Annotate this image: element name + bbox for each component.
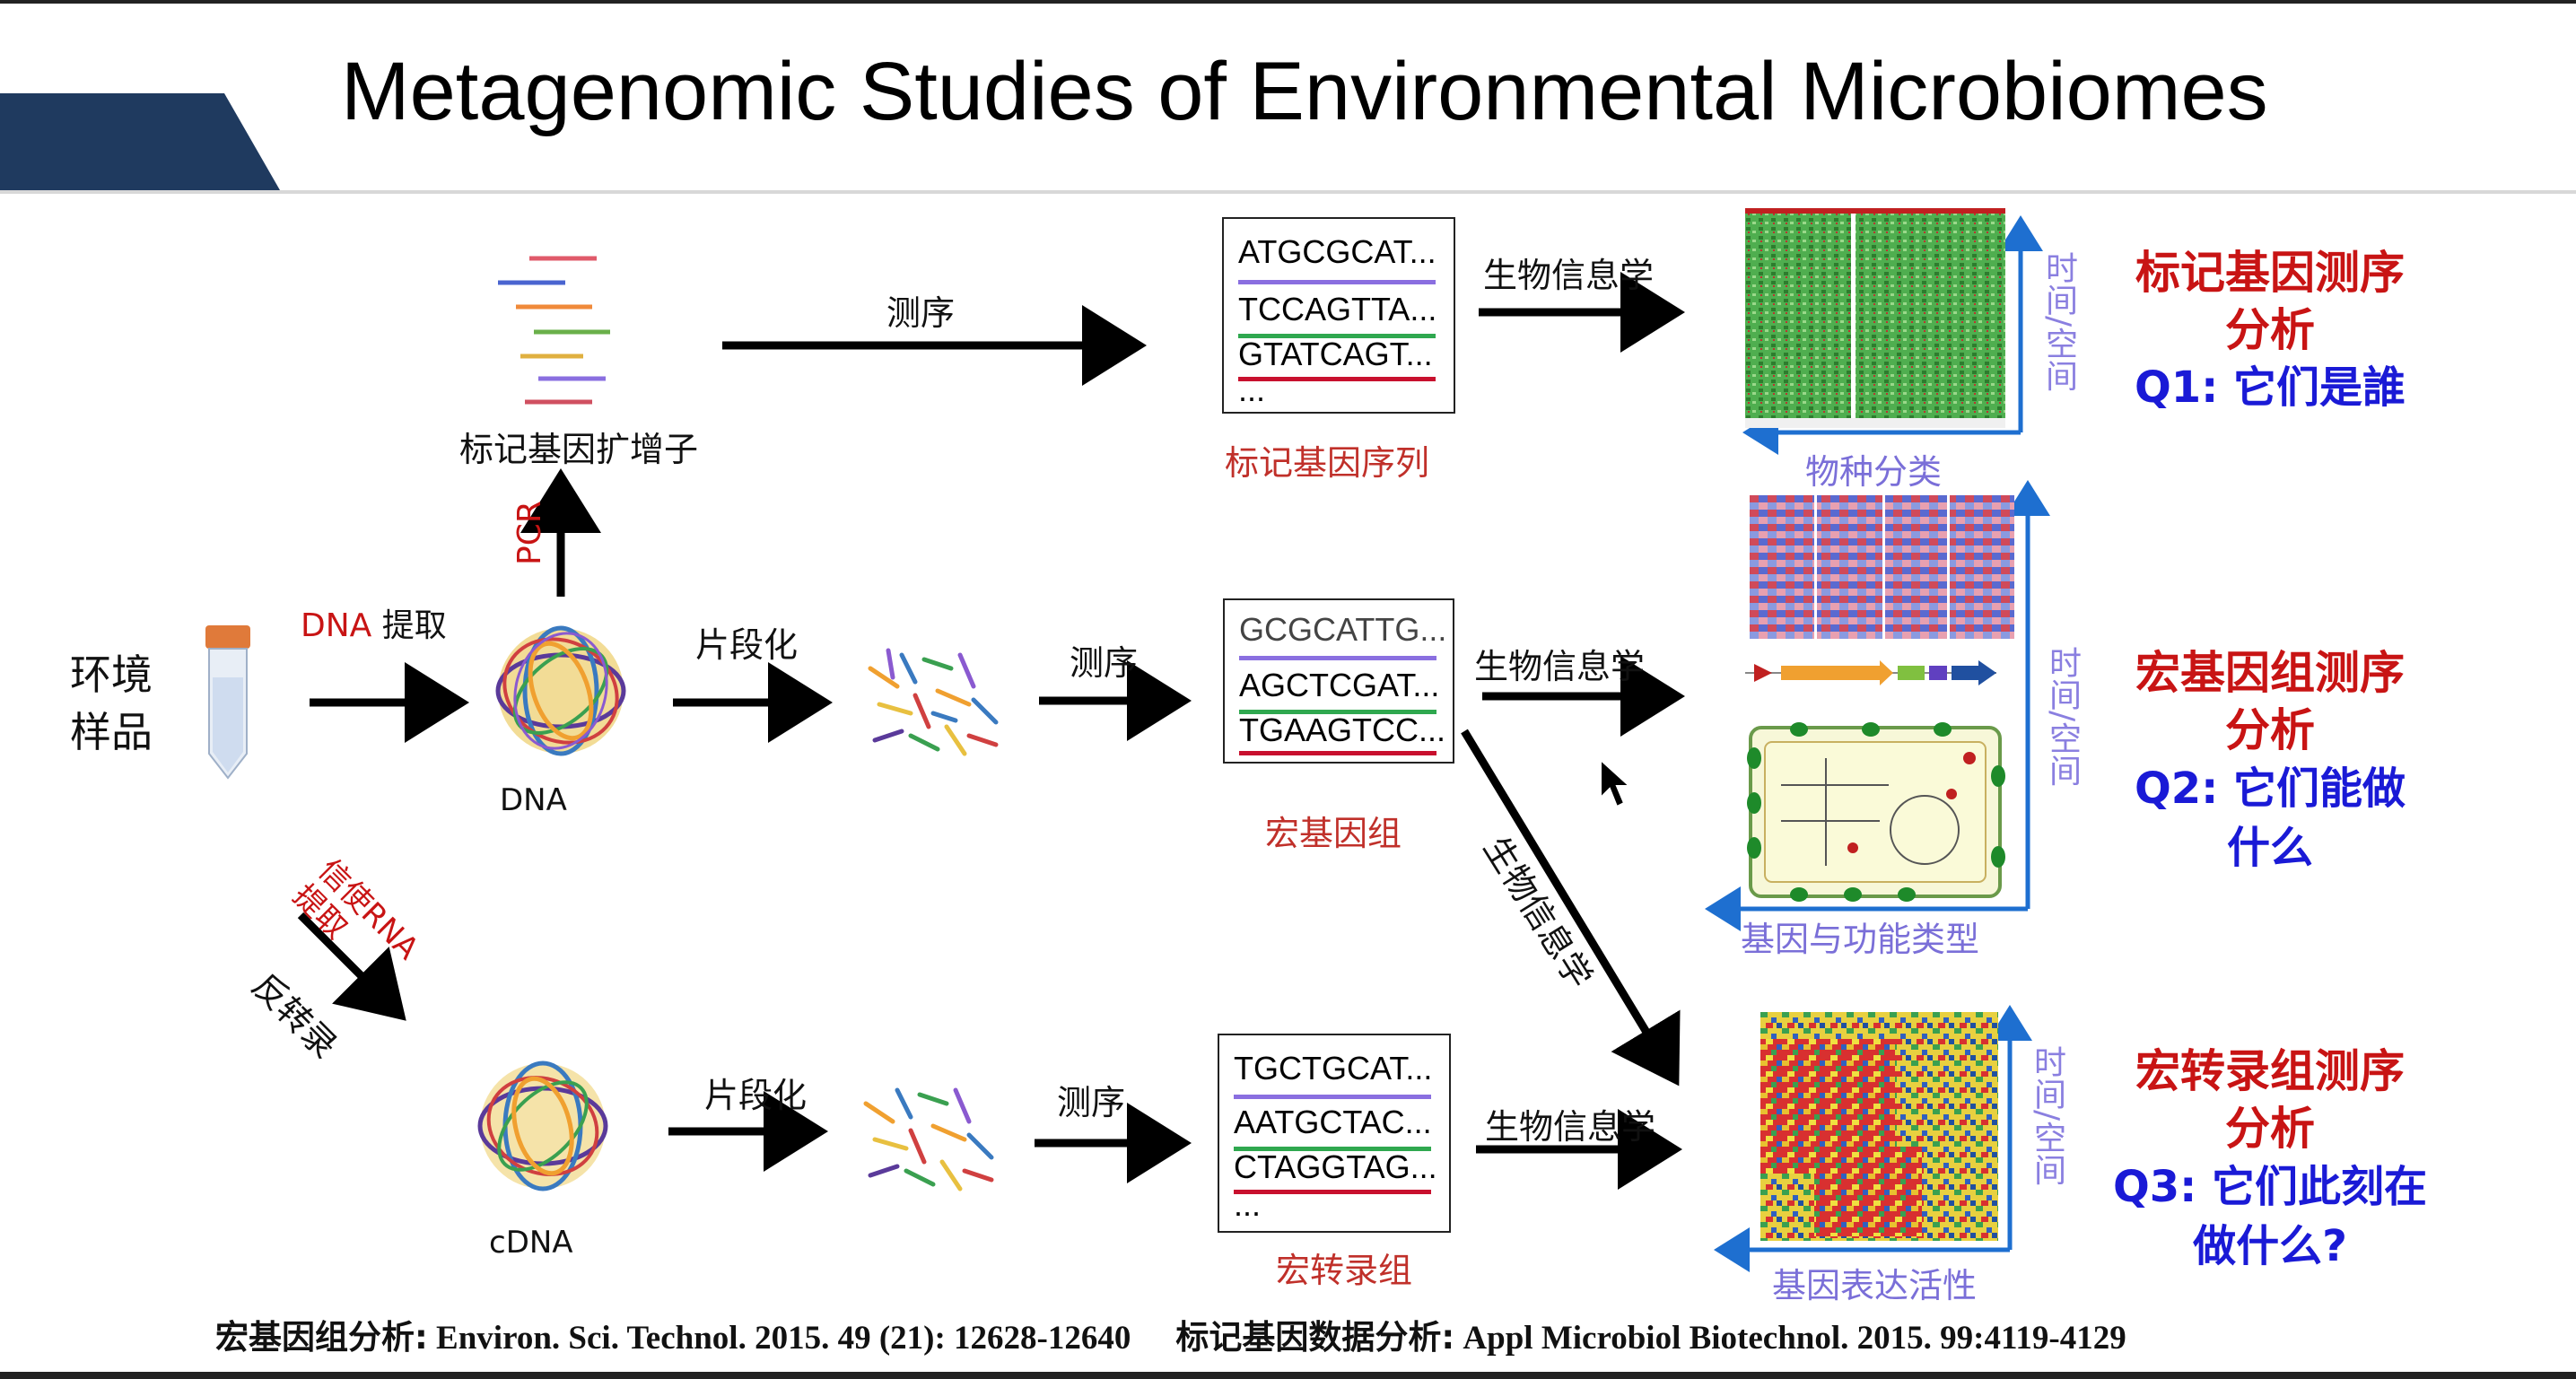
seq-line: GCGCATTG...	[1239, 611, 1447, 648]
metabolic-pathway-figure	[1747, 722, 2005, 902]
amplicon-icon	[498, 256, 610, 405]
gene-heatmap-figure	[1750, 495, 2014, 639]
expression-heatmap-figure	[1760, 1012, 1998, 1241]
question-label-3: Q3: 它们此刻在 做什么?	[2112, 1162, 2428, 1271]
question-label-2: Q2: 它们能做 什么	[2134, 764, 2406, 873]
taxonomy-caption: 物种分类	[1805, 452, 1943, 492]
fragments-icon	[868, 648, 999, 756]
dna-extract-label: DNA 提取	[301, 599, 447, 646]
seq-underline-purple	[1238, 280, 1436, 284]
mouse-cursor-icon	[1600, 758, 1632, 808]
seq-line: ATGCGCAT...	[1238, 233, 1436, 270]
time-space-label-3: 时间/空间	[2029, 1045, 2065, 1186]
question-block-2: 宏基因组测序 分析 Q2: 它们能做 什么	[2091, 644, 2449, 877]
sequencing-label-2: 测序	[1070, 643, 1139, 683]
fragments-icon-2	[863, 1087, 994, 1191]
time-space-label-2: 时间/空间	[2044, 646, 2081, 787]
pcr-label: PCR	[511, 501, 548, 565]
sequence-box-marker-gene: ATGCGCAT... TCCAGTTA... GTATCAGT... ...	[1222, 217, 1455, 414]
time-space-label-1: 时间/空间	[2040, 251, 2077, 392]
seq-underline-purple	[1239, 656, 1436, 660]
method-label-2: 宏基因组测序 分析	[2135, 647, 2405, 756]
metagenome-caption: 宏基因组	[1265, 814, 1402, 853]
header-decoration	[0, 0, 2576, 194]
fragmentation-label-1: 片段化	[695, 625, 799, 665]
seq-line: AGCTCGAT...	[1239, 667, 1440, 703]
sequence-box-metatranscriptome: TGCTGCAT... AATGCTAC... CTAGGTAG... ...	[1218, 1034, 1451, 1233]
question-block-1: 标记基因测序 分析 Q1: 它们是誰	[2091, 244, 2449, 416]
reference-2-label: 标记基因数据分析:	[1175, 1318, 1455, 1357]
reference-2-citation: Appl Microbiol Biotechnol. 2015. 99:4119…	[1454, 1320, 2126, 1357]
dna-ball-icon	[495, 625, 626, 756]
sample-label: 环境 样品	[70, 650, 153, 756]
gene-expression-caption: 基因表达活性	[1772, 1266, 1978, 1305]
reference-1-label: 宏基因组分析:	[215, 1318, 428, 1357]
seq-line: TGAAGTCC...	[1239, 711, 1446, 748]
seq-underline-green	[1234, 1147, 1431, 1151]
bioinformatics-label-3: 生物信息学	[1485, 1107, 1656, 1147]
cdna-ball-icon	[477, 1060, 608, 1191]
gene-function-caption: 基因与功能类型	[1741, 920, 1980, 959]
dna-label: DNA	[500, 782, 567, 818]
seq-line: TGCTGCAT...	[1234, 1050, 1433, 1087]
method-label-3: 宏转录组测序 分析	[2135, 1045, 2405, 1155]
question-label-1: Q1: 它们是誰	[2134, 362, 2406, 413]
seq-underline-green	[1239, 710, 1436, 714]
bioinformatics-label-1: 生物信息学	[1483, 256, 1655, 295]
seq-underline-red	[1234, 1190, 1431, 1194]
method-label-1: 标记基因测序 分析	[2135, 247, 2405, 356]
sequence-box-metagenome: GCGCATTG... AGCTCGAT... TGAAGTCC...	[1223, 598, 1454, 764]
seq-underline-red	[1239, 751, 1436, 755]
metatranscriptome-caption: 宏转录组	[1276, 1251, 1413, 1290]
question-block-3: 宏转录组测序 分析 Q3: 它们此刻在 做什么?	[2091, 1043, 2449, 1276]
sample-tube-icon	[205, 625, 250, 780]
amplicon-label: 标记基因扩增子	[459, 430, 699, 469]
marker-gene-seq-caption: 标记基因序列	[1225, 443, 1430, 483]
seq-line: ...	[1234, 1186, 1262, 1223]
dna-extract-suffix: 提取	[371, 607, 447, 644]
sequencing-label-1: 测序	[886, 293, 956, 333]
bottom-border	[0, 1372, 2576, 1379]
reference-line: 宏基因组分析: Environ. Sci. Technol. 2015. 49 …	[215, 1310, 2126, 1358]
fragmentation-label-2: 片段化	[704, 1076, 808, 1115]
seq-line: GTATCAGT...	[1238, 336, 1433, 372]
dna-extract-prefix: DNA	[301, 607, 372, 644]
gene-map-icon	[1745, 660, 1996, 685]
bioinformatics-label-2: 生物信息学	[1474, 647, 1646, 686]
sequencing-label-3: 测序	[1057, 1083, 1126, 1122]
seq-underline-purple	[1234, 1095, 1431, 1099]
seq-underline-red	[1238, 377, 1436, 381]
seq-line: CTAGGTAG...	[1234, 1148, 1437, 1185]
slide-title: Metagenomic Studies of Environmental Mic…	[341, 46, 2268, 137]
seq-line: AATGCTAC...	[1234, 1104, 1432, 1140]
seq-line: ...	[1238, 371, 1266, 408]
seq-underline-green	[1238, 334, 1436, 338]
reference-1-citation: Environ. Sci. Technol. 2015. 49 (21): 12…	[427, 1320, 1131, 1357]
seq-line: TCCAGTTA...	[1238, 291, 1437, 327]
taxonomy-heatmap-figure	[1745, 208, 2005, 428]
cdna-label: cDNA	[489, 1225, 573, 1261]
